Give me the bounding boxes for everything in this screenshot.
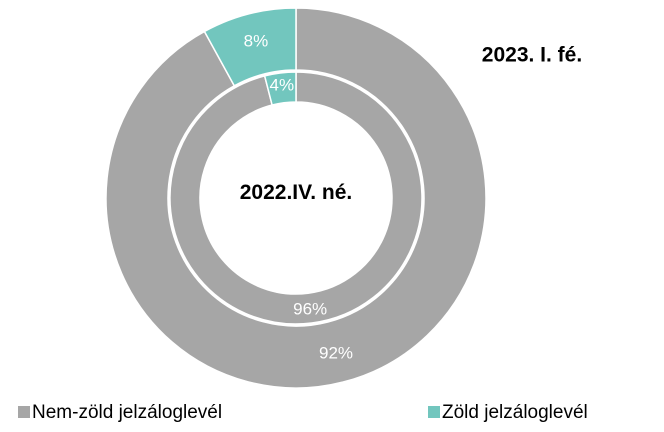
- data-label: 4%: [270, 75, 295, 94]
- outer-ring-label: 2023. I. fé.: [482, 44, 582, 67]
- donut-segment: [105, 7, 487, 389]
- donut-segment: [263, 71, 297, 106]
- legend-label: Nem-zöld jelzáloglevél: [32, 402, 222, 423]
- legend-label: Zöld jelzáloglevél: [442, 402, 588, 423]
- data-label: 96%: [293, 300, 327, 319]
- legend-swatch: [18, 406, 30, 418]
- inner-ring-label: 2022.IV. né.: [239, 181, 353, 204]
- data-label: 92%: [319, 343, 353, 362]
- legend-swatch: [428, 406, 440, 418]
- donut-segment: [203, 7, 297, 87]
- data-label: 8%: [244, 32, 269, 51]
- donut-segment: [169, 71, 423, 325]
